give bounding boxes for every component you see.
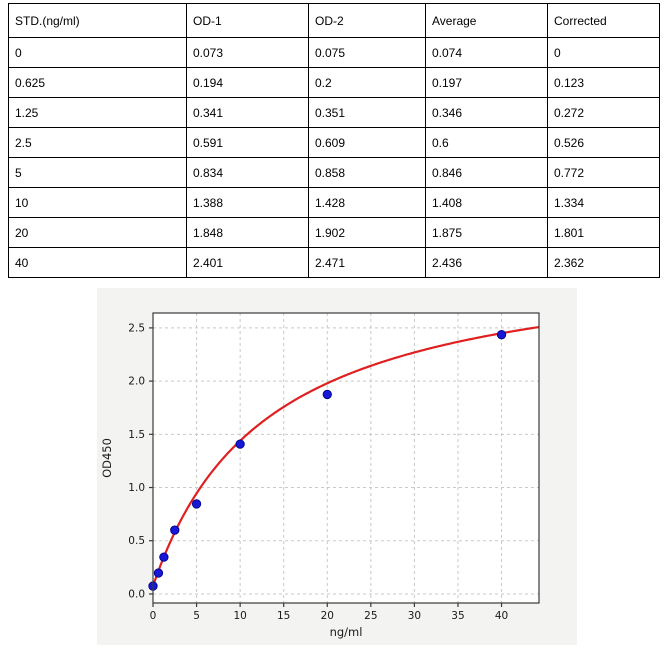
table-row: 5 0.834 0.858 0.846 0.772 — [8, 157, 660, 188]
y-tick-label: 1.5 — [128, 429, 145, 441]
x-tick-label: 25 — [364, 610, 377, 622]
table-cell: 0.075 — [308, 37, 426, 68]
data-point — [191, 499, 202, 509]
table-cell: 2.401 — [186, 247, 309, 278]
table-cell: 1.25 — [8, 97, 187, 128]
standard-curve-chart: 0 5 10 15 20 25 30 35 40 0.0 0.5 1.0 1.5 2.0 2.5 ng/ml O… — [100, 312, 540, 639]
column-header: Average — [425, 3, 548, 38]
column-header: OD-2 — [308, 3, 426, 38]
x-tick-label: 20 — [321, 610, 334, 622]
y-tick-label: 0.5 — [128, 535, 145, 547]
table-row: 0.625 0.194 0.2 0.197 0.123 — [8, 67, 660, 98]
table-cell: 0 — [547, 37, 660, 68]
table-header-row: STD.(ng/ml) OD-1 OD-2 Average Corrected — [8, 3, 660, 38]
table-cell: 0.772 — [547, 157, 660, 188]
table-cell: 0.123 — [547, 67, 660, 98]
table-cell: 0.609 — [308, 127, 426, 158]
table-cell: 0.074 — [425, 37, 548, 68]
table-cell: 0.625 — [8, 67, 187, 98]
table-cell: 0.351 — [308, 97, 426, 128]
table-cell: 0.073 — [186, 37, 309, 68]
x-tick-label: 30 — [408, 610, 421, 622]
data-point — [496, 330, 507, 340]
table-cell: 40 — [8, 247, 187, 278]
table-cell: 2.471 — [308, 247, 426, 278]
standards-table: STD.(ng/ml) OD-1 OD-2 Average Corrected 0 0.0… — [8, 3, 660, 278]
table-cell: 0 — [8, 37, 187, 68]
table-row: 10 1.388 1.428 1.408 1.334 — [8, 187, 660, 218]
data-point — [322, 389, 332, 400]
x-tick-label: 15 — [277, 610, 290, 622]
table-cell: 10 — [8, 187, 187, 218]
standards-table-body: 0 0.073 0.075 0.074 0 0.625 0.194 0.2 0.197 0.123… — [8, 37, 660, 278]
table-row: 20 1.848 1.902 1.875 1.801 — [8, 217, 660, 248]
standards-table-header: STD.(ng/ml) OD-1 OD-2 Average Corrected — [8, 3, 660, 38]
column-header: Corrected — [547, 3, 660, 38]
table-cell: 2.362 — [547, 247, 660, 278]
table-row: 40 2.401 2.471 2.436 2.362 — [8, 247, 660, 278]
x-tick-label: 10 — [233, 610, 246, 622]
table-cell: 1.875 — [425, 217, 548, 248]
x-tick-label: 0 — [150, 610, 157, 622]
plot-area — [153, 313, 539, 603]
column-header: OD-1 — [186, 3, 309, 38]
x-tick-label: 35 — [451, 610, 464, 622]
table-row: 1.25 0.341 0.351 0.346 0.272 — [8, 97, 660, 128]
table-cell: 0.346 — [425, 97, 548, 128]
y-axis-label: OD450 — [100, 438, 114, 478]
table-cell: 1.801 — [547, 217, 660, 248]
y-tick-label: 1.0 — [128, 482, 145, 494]
y-tick-label: 0.0 — [128, 588, 145, 600]
data-point — [153, 568, 164, 578]
table-cell: 20 — [8, 217, 187, 248]
data-point — [235, 439, 245, 449]
table-cell: 0.272 — [547, 97, 660, 128]
table-cell: 1.408 — [425, 187, 548, 218]
table-cell: 2.436 — [425, 247, 548, 278]
table-cell: 1.428 — [308, 187, 426, 218]
table-cell: 5 — [8, 157, 187, 188]
table-row: 2.5 0.591 0.609 0.6 0.526 — [8, 127, 660, 158]
table-cell: 1.388 — [186, 187, 309, 218]
column-header: STD.(ng/ml) — [8, 3, 187, 38]
x-axis-label: ng/ml — [330, 625, 363, 639]
table-cell: 0.2 — [308, 67, 426, 98]
table-cell: 0.197 — [425, 67, 548, 98]
table-cell: 1.848 — [186, 217, 309, 248]
table-cell: 0.858 — [308, 157, 426, 188]
table-cell: 1.334 — [547, 187, 660, 218]
x-tick-label: 5 — [193, 610, 200, 622]
table-cell: 0.6 — [425, 127, 548, 158]
plot-border — [152, 312, 540, 604]
table-cell: 0.834 — [186, 157, 309, 188]
x-tick-label: 40 — [495, 610, 508, 622]
table-cell: 2.5 — [8, 127, 187, 158]
table-cell: 1.902 — [308, 217, 426, 248]
y-tick-label: 2.5 — [128, 322, 145, 334]
standard-curve-figure: 0 5 10 15 20 25 30 35 40 0.0 0.5 1.0 1.5 2.0 2.5 ng/ml O… — [97, 288, 577, 645]
table-cell: 0.591 — [186, 127, 309, 158]
table-cell: 0.526 — [547, 127, 660, 158]
table-cell: 0.846 — [425, 157, 548, 188]
table-cell: 0.194 — [186, 67, 309, 98]
fit-curve — [151, 326, 540, 588]
data-point — [170, 525, 180, 535]
data-point — [159, 552, 169, 562]
table-row: 0 0.073 0.075 0.074 0 — [8, 37, 660, 68]
table-cell: 0.341 — [186, 97, 309, 128]
y-tick-label: 2.0 — [128, 376, 145, 388]
